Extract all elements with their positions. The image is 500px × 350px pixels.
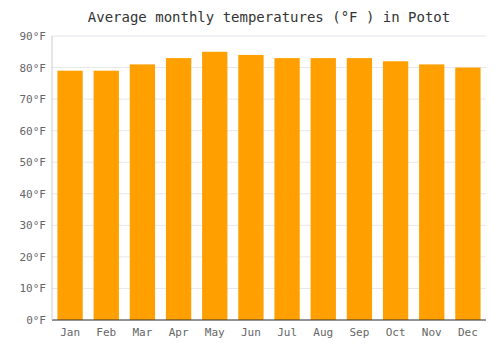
y-tick-label: 0°F: [26, 314, 46, 327]
chart-title: Average monthly temperatures (°F ) in Po…: [88, 9, 450, 25]
bar: [166, 58, 191, 320]
bar: [130, 64, 155, 320]
bar: [238, 55, 263, 320]
x-tick-label: May: [205, 326, 225, 339]
y-tick-label: 20°F: [20, 251, 47, 264]
x-axis-line: [52, 320, 486, 321]
x-tick-label: Jun: [241, 326, 261, 339]
bar: [455, 68, 480, 320]
y-tick-label: 70°F: [20, 93, 47, 106]
chart-container: Average monthly temperatures (°F ) in Po…: [0, 0, 500, 350]
x-tick-label: Mar: [132, 326, 152, 339]
bar: [419, 64, 444, 320]
y-tick-label: 10°F: [20, 282, 47, 295]
y-tick-label: 30°F: [20, 219, 47, 232]
x-tick-label: Jan: [60, 326, 80, 339]
bar: [347, 58, 372, 320]
y-tick-label: 60°F: [20, 125, 47, 138]
bar: [202, 52, 227, 320]
y-tick-label: 80°F: [20, 62, 47, 75]
x-tick-label: Dec: [458, 326, 478, 339]
x-tick-label: Apr: [169, 326, 189, 339]
grid-line: [52, 320, 486, 321]
bar: [311, 58, 336, 320]
grid-line: [52, 36, 486, 37]
y-tick-label: 40°F: [20, 188, 47, 201]
x-tick-label: Nov: [422, 326, 442, 339]
bar: [383, 61, 408, 320]
y-tick-label: 50°F: [20, 156, 47, 169]
grid: [52, 36, 486, 320]
y-tick-label: 90°F: [20, 30, 47, 43]
x-tick-label: Oct: [386, 326, 406, 339]
bar: [94, 71, 119, 320]
x-tick-label: Jul: [277, 326, 297, 339]
bar: [274, 58, 299, 320]
x-tick-label: Aug: [313, 326, 333, 339]
y-axis-line: [52, 36, 53, 320]
chart-svg: Average monthly temperatures (°F ) in Po…: [0, 0, 500, 350]
bar: [57, 71, 82, 320]
x-tick-label: Feb: [96, 326, 116, 339]
bars: [57, 52, 480, 320]
x-tick-label: Sep: [349, 326, 369, 339]
